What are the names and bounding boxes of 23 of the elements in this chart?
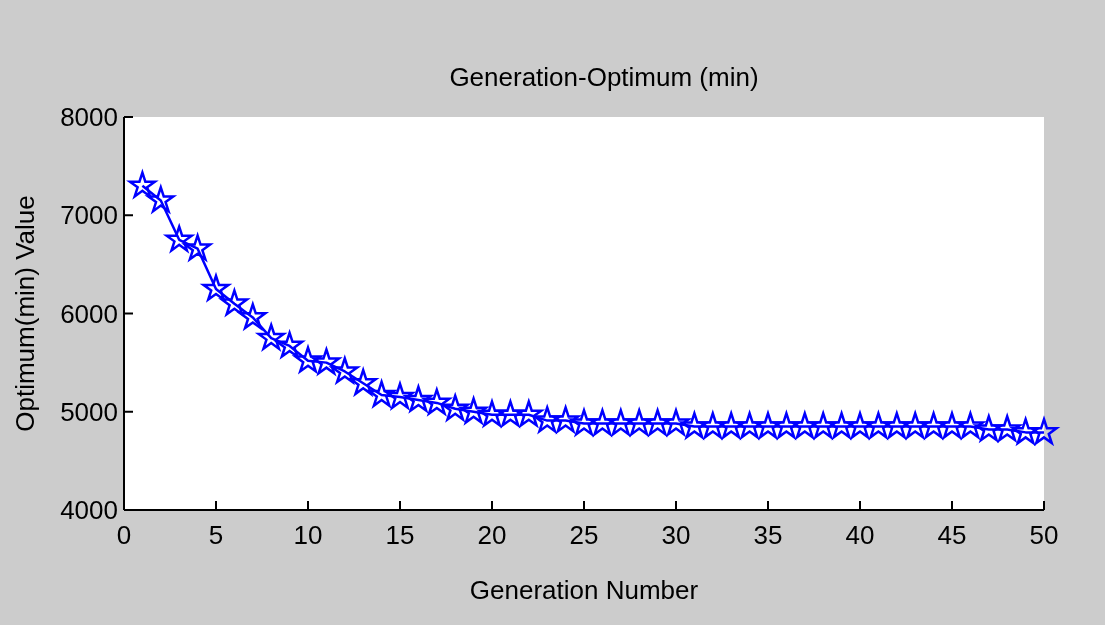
y-tick-label: 7000 xyxy=(60,200,118,231)
y-axis-title: Optimum(min) Value xyxy=(10,195,40,432)
x-tick-label: 0 xyxy=(116,520,132,550)
x-axis-title: Generation Number xyxy=(469,575,699,605)
x-tick-label: 50 xyxy=(1029,520,1059,550)
x-tick-label: 5 xyxy=(208,520,224,550)
x-tick-label: 25 xyxy=(569,520,599,550)
x-tick-label: 35 xyxy=(753,520,783,550)
point xyxy=(402,383,434,414)
x-tick-label: 20 xyxy=(477,520,507,550)
x-tick-label: 10 xyxy=(293,520,323,550)
y-tick-label: 4000 xyxy=(60,495,118,525)
y-tick-label: 8000 xyxy=(60,102,118,132)
chart-title: Generation-Optimum (min) xyxy=(449,62,759,92)
y-tick-label: 5000 xyxy=(60,396,118,427)
y-tick-label: 6000 xyxy=(60,298,118,329)
point xyxy=(384,380,416,411)
point xyxy=(273,329,306,360)
x-tick-label: 40 xyxy=(845,520,875,550)
x-tick-label: 45 xyxy=(937,520,967,550)
x-tick-label: 15 xyxy=(385,520,415,550)
point xyxy=(366,378,397,409)
x-tick-label: 30 xyxy=(661,520,691,550)
